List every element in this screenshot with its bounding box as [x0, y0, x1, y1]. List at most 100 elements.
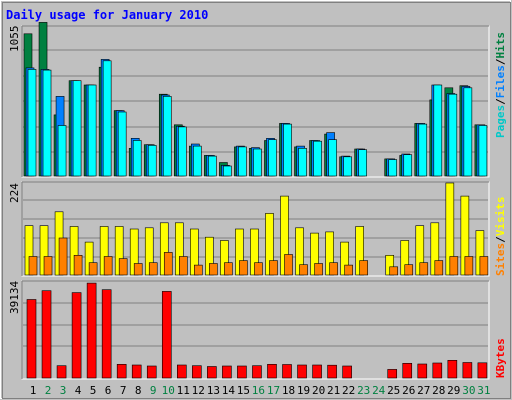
- kbytes-bar-day-28: [432, 362, 443, 379]
- kbytes-bars: [26, 282, 488, 379]
- pages-bar-day-1: [27, 69, 37, 177]
- sites-bar-day-23: [359, 260, 368, 276]
- legend-visits: Visits: [494, 197, 507, 237]
- sites-bar-day-20: [314, 263, 323, 276]
- sites-bar-day-11: [179, 256, 188, 276]
- sites-bar-day-22: [344, 264, 353, 276]
- sites-bar-day-5: [88, 262, 98, 276]
- day-label-13: 13: [207, 384, 220, 397]
- legend-pages: Pages: [494, 105, 507, 138]
- kbytes-bar-day-3: [56, 365, 67, 379]
- sites-bar-day-31: [479, 256, 489, 276]
- pages-bar-day-17: [268, 139, 277, 177]
- kbytes-bar-day-11: [177, 364, 187, 379]
- legend-separator-2: /: [494, 58, 507, 65]
- day-label-8: 8: [135, 384, 142, 397]
- sites-bar-day-25: [389, 266, 399, 276]
- kbytes-bar-day-1: [26, 299, 37, 379]
- day-label-27: 27: [417, 384, 430, 397]
- chart-title: Daily usage for January 2010: [6, 8, 208, 22]
- pages-bar-day-13: [208, 155, 217, 177]
- pages-bar-day-14: [223, 165, 232, 177]
- kbytes-bar-day-19: [297, 364, 307, 379]
- day-label-2: 2: [45, 384, 52, 397]
- pages-bar-day-10: [162, 96, 172, 177]
- visits-y-max-label: 224: [8, 183, 21, 203]
- day-label-24: 24: [372, 384, 386, 397]
- pages-bar-day-30: [463, 87, 473, 177]
- hits-y-max-label: 1055: [8, 26, 21, 53]
- day-label-28: 28: [432, 384, 445, 397]
- sites-bar-day-16: [254, 262, 263, 276]
- day-label-11: 11: [177, 384, 190, 397]
- day-label-23: 23: [357, 384, 370, 397]
- day-label-19: 19: [297, 384, 310, 397]
- kbytes-bar-day-5: [86, 282, 97, 379]
- sites-bar-day-17: [269, 260, 278, 276]
- sites-bar-day-13: [209, 263, 218, 276]
- pages-bar-day-20: [313, 140, 322, 177]
- sites-bar-day-9: [148, 262, 158, 276]
- pages-bar-day-31: [478, 125, 488, 177]
- day-label-1: 1: [30, 384, 37, 397]
- sites-bar-day-10: [163, 252, 173, 276]
- legend-hits-files-pages: Pages/Files/Hits: [494, 32, 507, 138]
- legend-sites: Sites: [494, 243, 507, 276]
- kbytes-bar-day-10: [161, 291, 172, 379]
- pages-bar-day-6: [102, 60, 112, 177]
- kbytes-bar-day-9: [146, 365, 157, 379]
- day-labels: 1 2 3 4 5 6 7 8 9 10 11 12 13 14 15 16 17 18 19 20 21 22 23 24 2…: [30, 384, 491, 397]
- legend-files: Files: [494, 65, 507, 98]
- day-label-26: 26: [402, 384, 415, 397]
- kbytes-bar-day-12: [192, 365, 202, 379]
- sites-bar-day-4: [73, 255, 83, 276]
- pages-bar-day-29: [448, 93, 458, 177]
- sites-bar-day-1: [28, 256, 38, 276]
- visits-sites-bars: [24, 182, 489, 276]
- pages-bar-day-4: [72, 80, 82, 177]
- day-label-17: 17: [267, 384, 280, 397]
- day-label-15: 15: [237, 384, 250, 397]
- pages-bar-day-16: [253, 148, 262, 177]
- day-label-18: 18: [282, 384, 295, 397]
- kbytes-y-max-label: 39134: [8, 281, 21, 314]
- pages-bar-day-21: [328, 139, 337, 177]
- pages-bar-day-2: [42, 69, 52, 177]
- day-label-16: 16: [252, 384, 265, 397]
- panel-kbytes: [21, 280, 490, 380]
- legend-separator-3: /: [494, 236, 507, 243]
- day-label-6: 6: [105, 384, 112, 397]
- day-label-22: 22: [342, 384, 355, 397]
- sites-bar-day-14: [224, 262, 233, 276]
- kbytes-bar-day-15: [237, 365, 247, 379]
- day-label-4: 4: [75, 384, 82, 397]
- kbytes-bar-day-25: [387, 369, 398, 379]
- kbytes-bar-day-6: [101, 289, 112, 379]
- day-label-5: 5: [90, 384, 97, 397]
- pages-bar-day-8: [132, 140, 142, 177]
- day-label-21: 21: [327, 384, 340, 397]
- pages-bar-day-9: [147, 145, 157, 177]
- sites-bar-day-8: [133, 263, 143, 276]
- kbytes-bar-day-4: [71, 292, 82, 379]
- sites-bar-day-2: [43, 256, 53, 276]
- kbytes-bar-day-7: [116, 363, 127, 379]
- sites-bar-day-29: [449, 256, 459, 276]
- legend-visits-sites: Sites/Visits: [494, 197, 507, 277]
- sites-bar-day-30: [464, 256, 474, 276]
- sites-bar-day-26: [404, 264, 414, 276]
- pages-bar-day-7: [117, 111, 127, 177]
- day-label-9: 9: [150, 384, 157, 397]
- pages-bar-day-11: [178, 126, 187, 177]
- kbytes-bar-day-26: [402, 362, 413, 379]
- pages-bar-day-26: [403, 154, 413, 177]
- day-label-25: 25: [387, 384, 400, 397]
- kbytes-bar-day-29: [447, 359, 458, 379]
- pages-bar-day-28: [433, 84, 443, 177]
- hits-files-pages-bars: [23, 22, 488, 177]
- sites-bar-day-15: [239, 260, 248, 276]
- day-label-3: 3: [60, 384, 67, 397]
- day-label-30: 30: [462, 384, 475, 397]
- kbytes-bar-day-27: [417, 363, 428, 379]
- pages-bar-day-22: [343, 156, 352, 177]
